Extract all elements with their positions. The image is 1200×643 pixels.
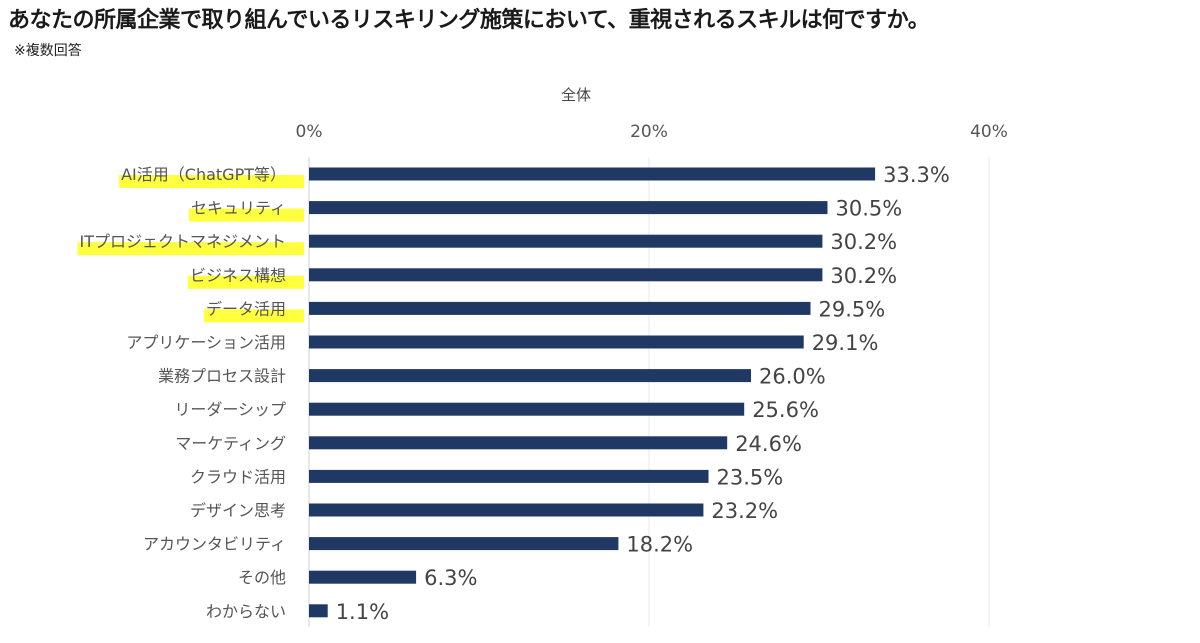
category-labels: AI活用（ChatGPT等） セキュリティ ITプロジェクトマネジメントビジネス構想… xyxy=(80,165,287,621)
bar xyxy=(309,369,751,383)
category-label: ビジネス構想 xyxy=(190,266,286,285)
x-tick-label: 0% xyxy=(296,122,323,142)
value-label: 23.5% xyxy=(717,465,784,489)
bar xyxy=(309,201,828,215)
bar xyxy=(309,503,704,517)
category-label: AI活用（ChatGPT等） xyxy=(121,165,286,184)
bar xyxy=(309,268,823,282)
category-label: アプリケーション活用 xyxy=(126,333,286,352)
bar xyxy=(309,301,811,315)
chart-question-title: あなたの所属企業で取り組んでいるリスキリング施策において、重視されるスキルは何で… xyxy=(8,8,930,33)
category-label: マーケティング xyxy=(175,434,286,453)
value-label: 25.6% xyxy=(752,398,819,422)
label-highlight xyxy=(203,309,304,323)
category-label: わからない xyxy=(206,602,286,621)
gridlines xyxy=(648,157,990,627)
value-label: 29.1% xyxy=(812,331,879,355)
category-label: ITプロジェクトマネジメント xyxy=(80,232,287,251)
value-label: 23.2% xyxy=(711,499,778,523)
bar xyxy=(309,167,876,181)
value-label: 29.5% xyxy=(819,297,886,321)
value-labels: 33.3% 30.5% 30.2% 30.2% 29.5% 29.1% 26.0% 25.6%… xyxy=(336,163,950,624)
value-label: 26.0% xyxy=(759,365,826,389)
category-highlights xyxy=(77,175,304,323)
label-highlight xyxy=(77,242,304,256)
bar xyxy=(309,604,328,618)
value-label: 18.2% xyxy=(626,533,693,557)
value-label: 33.3% xyxy=(883,163,950,187)
value-label: 30.5% xyxy=(836,197,903,221)
x-axis-ticks: 0% 20% 40% xyxy=(296,122,1008,142)
label-highlight xyxy=(119,175,304,188)
value-label: 6.3% xyxy=(424,566,477,590)
value-label: 30.2% xyxy=(830,264,897,288)
category-label: その他 xyxy=(238,568,286,587)
category-label: デザイン思考 xyxy=(190,501,286,520)
category-label: 業務プロセス設計 xyxy=(158,367,286,386)
x-tick-label: 20% xyxy=(630,122,668,142)
category-label: データ活用 xyxy=(206,299,286,318)
bar xyxy=(309,335,804,349)
category-label: クラウド活用 xyxy=(190,467,286,486)
value-label: 24.6% xyxy=(735,432,802,456)
label-highlight xyxy=(188,208,304,222)
value-label: 1.1% xyxy=(336,600,389,624)
category-label: リーダーシップ xyxy=(174,400,286,419)
bar xyxy=(309,537,619,551)
label-highlight xyxy=(187,275,304,289)
multiple-answer-note: ※複数回答 xyxy=(14,43,82,59)
x-tick-label: 40% xyxy=(970,122,1008,142)
bar xyxy=(309,234,823,248)
bars xyxy=(309,167,876,618)
chart-title: 全体 xyxy=(561,86,592,104)
category-label: アカウンタビリティ xyxy=(143,535,286,554)
bar xyxy=(309,436,728,450)
value-label: 30.2% xyxy=(830,230,897,254)
bar xyxy=(309,402,745,416)
bar xyxy=(309,570,417,584)
category-label: セキュリティ xyxy=(191,199,286,218)
bar xyxy=(309,469,709,483)
